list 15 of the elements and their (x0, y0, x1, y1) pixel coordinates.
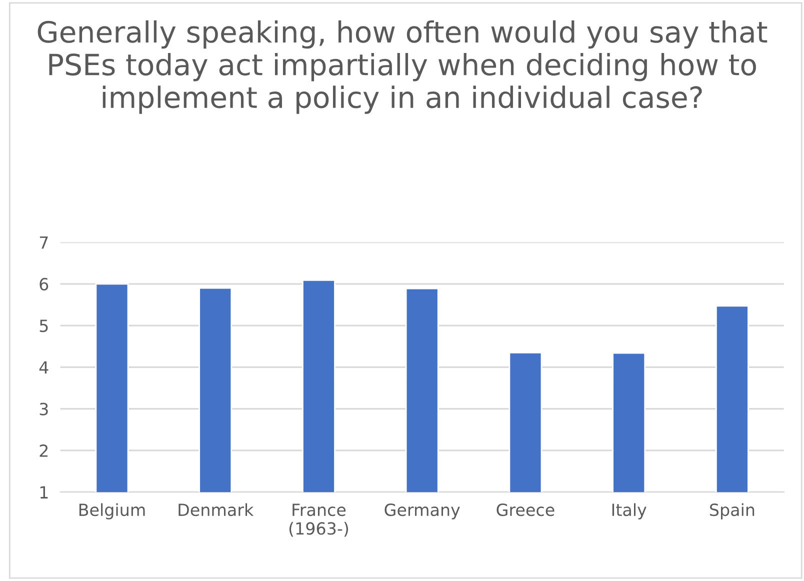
y-tick-label: 2 (40, 444, 48, 457)
y-tick-label: 6 (40, 278, 48, 290)
y-tick-label: 1 (40, 486, 48, 498)
x-tick-label: Italy (612, 503, 646, 520)
y-tick-label: 7 (40, 236, 48, 249)
chart-title: Generally speaking, how often would you say that PSEs today act impartially when deciding how to implement a policy in an individual case? (38, 20, 768, 114)
y-tick-label: 3 (40, 402, 48, 416)
x-tick-label: Belgium (79, 503, 145, 520)
x-tick-label: France (1963-) (289, 504, 348, 537)
y-tick-label: 5 (40, 320, 48, 332)
x-tick-label: Greece (496, 504, 554, 516)
y-tick-label: 4 (39, 361, 48, 374)
x-tick-label: Spain (710, 503, 754, 520)
x-tick-label: Germany (384, 504, 460, 520)
x-tick-label: Denmark (178, 503, 254, 516)
